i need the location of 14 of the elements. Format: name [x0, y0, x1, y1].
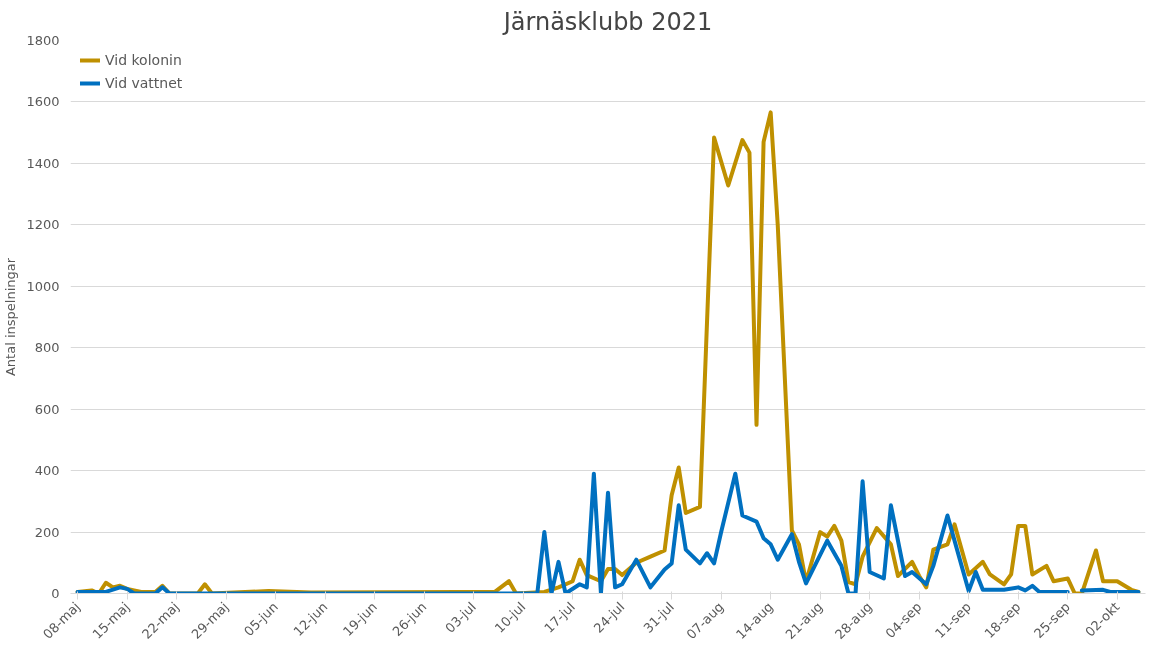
y-tick-label: 1600: [26, 94, 60, 110]
legend-label: Vid vattnet: [105, 75, 183, 91]
legend-label: Vid kolonin: [105, 52, 182, 68]
y-tick-label: 800: [34, 340, 60, 356]
y-tick-label: 200: [34, 524, 60, 540]
y-axis-title: Antal inspelningar: [3, 257, 19, 377]
y-tick-label: 1400: [26, 155, 60, 171]
y-tick-label: 0: [51, 586, 60, 601]
y-tick-label: 600: [34, 401, 60, 417]
chart-title: Järnäsklubb 2021: [501, 7, 713, 36]
y-tick-label: 1200: [26, 217, 60, 233]
y-tick-label: 1800: [26, 33, 60, 48]
y-tick-label: 400: [34, 463, 60, 479]
y-tick-label: 1000: [26, 278, 60, 294]
